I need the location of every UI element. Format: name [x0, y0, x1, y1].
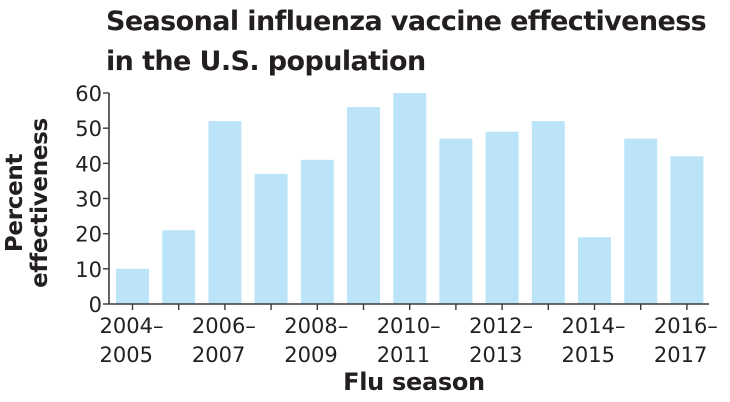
chart-title-line-1: Seasonal influenza vaccine effectiveness [106, 6, 707, 37]
bar-2014–2015 [578, 237, 611, 304]
x-tick-label: 2012– [469, 314, 533, 338]
bar-2015–2016 [624, 138, 658, 304]
bar-2004–2005 [116, 268, 149, 304]
bar-2007–2008 [254, 173, 288, 304]
bar-2011–2012 [439, 138, 473, 304]
x-tick-label: 2016– [654, 314, 718, 338]
bar-2009–2010 [347, 107, 380, 304]
x-axis: 2004– 2005 2006– 2007 2008– 2009 2010– 2011 2012… [100, 303, 718, 367]
x-tick-label: 2008– [284, 314, 348, 338]
x-tick-label: 2015 [562, 343, 615, 367]
x-tick-label: 2017 [654, 343, 707, 367]
chart-title: Seasonal influenza vaccine effectiveness… [106, 2, 730, 82]
y-tick-label: 10 [75, 258, 102, 282]
x-tick-label: 2004– [100, 314, 164, 338]
bar-2005–2006 [162, 230, 196, 304]
x-tick-label: 2010– [377, 314, 441, 338]
bar-2016–2017 [670, 156, 704, 304]
y-tick-label: 60 [75, 82, 102, 106]
bar-2006–2007 [208, 121, 242, 304]
bar-2012–2013 [485, 131, 519, 304]
x-tick-label: 2013 [469, 343, 522, 367]
x-tick-label: 2005 [100, 343, 153, 367]
x-tick-label: 2006– [192, 314, 256, 338]
bar-series [116, 93, 704, 304]
bar-2008–2009 [300, 159, 334, 304]
bar-2013–2014 [531, 121, 565, 304]
chart-title-line-2: in the U.S. population [106, 46, 426, 77]
y-tick-label: 50 [75, 117, 102, 141]
y-tick-label: 0 [89, 293, 102, 317]
y-axis: 0 10 20 30 40 50 60 [75, 82, 110, 317]
x-tick-label: 2011 [377, 343, 430, 367]
x-tick-label: 2009 [284, 343, 337, 367]
x-axis-title: Flu season [343, 368, 485, 396]
bar-2010–2011 [393, 93, 427, 304]
y-tick-label: 30 [75, 188, 102, 212]
y-tick-label: 20 [75, 223, 102, 247]
x-tick-label: 2014– [562, 314, 626, 338]
x-tick-label: 2007 [192, 343, 245, 367]
y-tick-label: 40 [75, 152, 102, 176]
